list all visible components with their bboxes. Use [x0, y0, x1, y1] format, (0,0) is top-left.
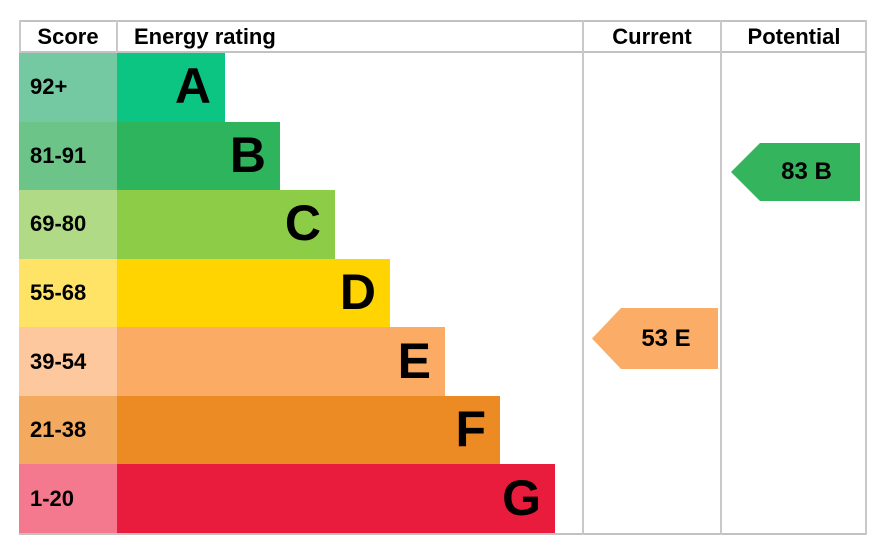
current-rating-value: 53 E	[641, 324, 691, 352]
potential-column-header: Potential	[747, 23, 841, 49]
energy-rating-column-header: Energy rating	[134, 23, 276, 49]
score-column-header: Score	[37, 23, 99, 49]
band-row-f: 21-38 F	[19, 395, 867, 465]
potential-arrow-shape	[731, 143, 860, 201]
band-row-c: 69-80 C	[19, 190, 867, 259]
header-divider-line	[19, 51, 867, 53]
band-letter-e: E	[397, 332, 431, 389]
score-cell-c: 69-80	[19, 190, 117, 259]
current-column-divider	[582, 20, 584, 535]
rating-bar-f: F	[117, 395, 500, 465]
rating-bands: 92+ A 81-91 B 69-80 C 55-68 D 39-54 E 21…	[19, 53, 867, 534]
left-arrow-shape-icon	[592, 308, 718, 369]
score-cell-e: 39-54	[19, 327, 117, 396]
band-letter-g: G	[502, 469, 541, 526]
table-right-border	[865, 20, 867, 535]
table-left-border	[19, 20, 21, 53]
rating-bar-g: G	[117, 464, 555, 534]
potential-rating-arrow: 83 B	[731, 143, 860, 201]
band-letter-c: C	[284, 195, 321, 252]
epc-energy-rating-chart: Score Energy rating Current Potential 92…	[19, 20, 867, 535]
score-column-divider	[116, 20, 118, 53]
band-row-a: 92+ A	[19, 53, 867, 122]
band-letter-b: B	[229, 126, 266, 183]
current-rating-arrow: 53 E	[592, 308, 718, 369]
rating-bar-b: B	[117, 121, 280, 191]
band-row-b: 81-91 B	[19, 121, 867, 191]
table-top-border	[19, 20, 867, 22]
potential-column-divider	[720, 20, 722, 535]
score-cell-d: 55-68	[19, 258, 117, 328]
left-arrow-shape-icon	[731, 143, 860, 201]
score-cell-a: 92+	[19, 53, 117, 122]
table-bottom-border	[19, 533, 867, 535]
table-header-row: Score Energy rating Current Potential	[19, 22, 867, 51]
band-row-g: 1-20 G	[19, 464, 867, 534]
potential-rating-value: 83 B	[781, 158, 832, 185]
band-letter-f: F	[455, 401, 486, 458]
current-arrow-shape	[592, 308, 718, 369]
band-letter-a: A	[174, 58, 211, 115]
rating-bar-c: C	[117, 190, 335, 259]
rating-bar-a: A	[117, 53, 225, 122]
rating-bar-e: E	[117, 327, 445, 396]
rating-bar-d: D	[117, 258, 390, 328]
current-column-header: Current	[612, 23, 692, 49]
score-cell-f: 21-38	[19, 395, 117, 465]
band-row-e: 39-54 E	[19, 327, 867, 396]
score-cell-b: 81-91	[19, 121, 117, 191]
band-row-d: 55-68 D	[19, 258, 867, 328]
band-letter-d: D	[339, 264, 376, 321]
score-cell-g: 1-20	[19, 464, 117, 534]
